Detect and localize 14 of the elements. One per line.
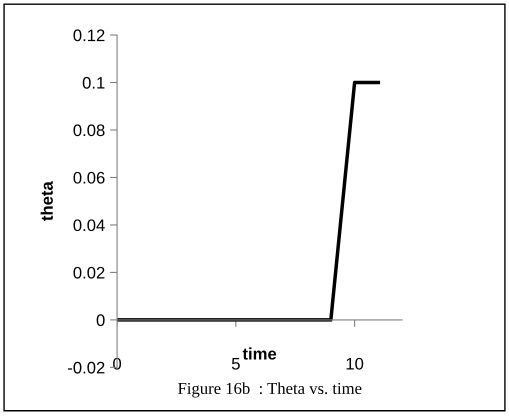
x-tick-label: 0 <box>113 358 122 370</box>
y-tick-label: 0.02 <box>73 266 104 279</box>
x-axis-title: time <box>242 347 276 360</box>
y-tick-label: 0.04 <box>73 219 105 232</box>
y-axis-title: theta <box>40 181 53 221</box>
x-tick-label: 10 <box>346 358 364 370</box>
y-tick-label: 0.1 <box>82 76 104 89</box>
y-tick-label: 0.08 <box>73 124 105 136</box>
x-tick-label: 5 <box>232 358 240 370</box>
caption: Figure 16b : Theta vs. time <box>178 382 362 398</box>
y-tick-label: 0.06 <box>73 172 105 184</box>
y-tick-label: 0.12 <box>73 29 104 42</box>
y-tick-label: 0 <box>96 314 105 326</box>
y-tick-label: -0.02 <box>68 362 104 374</box>
